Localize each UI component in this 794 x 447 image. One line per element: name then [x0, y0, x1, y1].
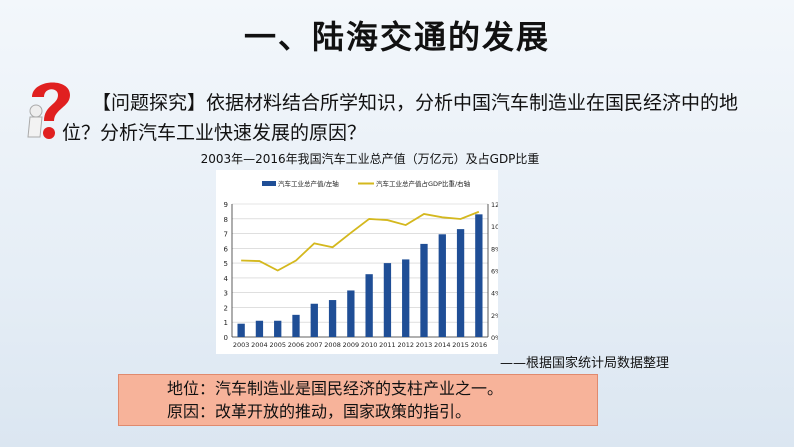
conclusion-reason: 原因：改革开放的推动，国家政策的指引。: [167, 402, 472, 421]
chart: 01234567890%2%4%6%8%10%12%20032004200520…: [216, 170, 506, 354]
x-tick-label: 2006: [288, 341, 305, 349]
legend-bar-label: 汽车工业总产值/左轴: [278, 179, 339, 188]
chart-svg: 01234567890%2%4%6%8%10%12%20032004200520…: [224, 179, 506, 349]
x-tick-label: 2014: [434, 341, 451, 349]
conclusion-box: 地位：汽车制造业是国民经济的支柱产业之一。 原因：改革开放的推动，国家政策的指引…: [118, 374, 598, 426]
x-tick-label: 2009: [343, 341, 360, 349]
y2-tick-label: 12%: [491, 201, 498, 209]
x-tick-label: 2004: [251, 341, 268, 349]
y-tick-label: 5: [224, 260, 228, 268]
y-tick-label: 1: [224, 319, 228, 327]
question-text: 【问题探究】依据材料结合所学知识，分析中国汽车制造业在国民经济中的地位？分析汽车…: [62, 92, 739, 144]
y2-tick-label: 10%: [491, 223, 498, 231]
x-tick-label: 2015: [452, 341, 469, 349]
x-tick-label: 2007: [306, 341, 323, 349]
bar: [255, 320, 264, 337]
bar: [365, 274, 373, 337]
chart-title: 2003年—2016年我国汽车工业总产值（万亿元）及占GDP比重: [200, 152, 540, 166]
bar: [438, 234, 446, 337]
bar: [310, 303, 318, 337]
y-tick-label: 6: [224, 245, 229, 253]
y-tick-label: 0: [224, 334, 228, 342]
y2-tick-label: 8%: [491, 245, 498, 253]
bar: [274, 320, 282, 337]
line-series: [241, 210, 480, 272]
y2-tick-label: 0%: [491, 334, 498, 342]
bar: [383, 263, 392, 337]
x-tick-label: 2010: [361, 341, 378, 349]
bar: [456, 229, 465, 337]
y2-tick-label: 6%: [491, 268, 498, 276]
y-tick-label: 4: [224, 275, 229, 283]
x-tick-label: 2011: [379, 341, 396, 349]
x-tick-label: 2005: [269, 341, 286, 349]
y2-tick-label: 2%: [491, 312, 498, 320]
question-mark-icon: [27, 82, 70, 139]
y2-tick-label: 4%: [491, 290, 498, 298]
bar: [475, 214, 483, 337]
bar: [420, 243, 428, 337]
bar: [237, 323, 245, 337]
y-tick-label: 7: [224, 231, 228, 239]
y-tick-label: 2: [224, 304, 228, 312]
bar: [328, 300, 337, 337]
legend-bar-swatch: [262, 181, 276, 186]
bar: [347, 290, 355, 337]
source-note: ——根据国家统计局数据整理: [500, 356, 670, 371]
legend-line-label: 汽车工业总产值占GDP比重/右轴: [376, 179, 471, 188]
x-tick-label: 2008: [324, 341, 341, 349]
x-tick-label: 2013: [416, 341, 433, 349]
x-tick-label: 2003: [233, 341, 250, 349]
bar: [402, 259, 410, 337]
x-tick-label: 2016: [471, 341, 488, 349]
bar: [292, 314, 300, 337]
conclusion-status: 地位：汽车制造业是国民经济的支柱产业之一。: [167, 379, 504, 398]
y-tick-label: 8: [224, 216, 228, 224]
slide-title: 一、陆海交通的发展: [243, 18, 550, 56]
y-tick-label: 3: [224, 290, 228, 298]
x-tick-label: 2012: [397, 341, 414, 349]
y-tick-label: 9: [224, 201, 228, 209]
